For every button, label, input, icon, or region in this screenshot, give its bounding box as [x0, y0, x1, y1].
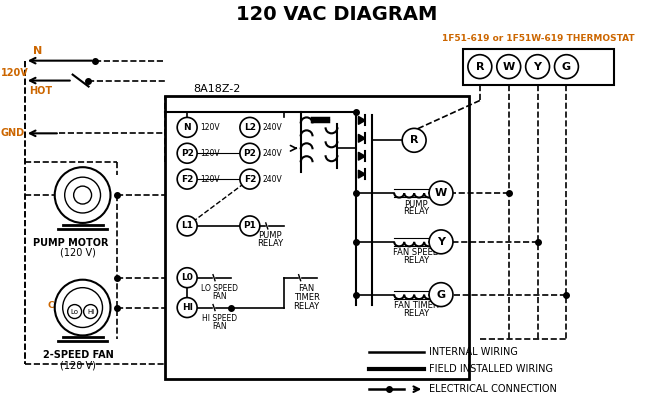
Circle shape	[177, 169, 197, 189]
Text: R: R	[476, 62, 484, 72]
Circle shape	[402, 128, 426, 152]
Text: Y: Y	[533, 62, 541, 72]
Text: N: N	[184, 123, 191, 132]
Text: TIMER: TIMER	[293, 293, 320, 302]
Circle shape	[177, 268, 197, 288]
Text: RELAY: RELAY	[403, 256, 429, 265]
Text: L0: L0	[181, 273, 193, 282]
Text: RELAY: RELAY	[403, 309, 429, 318]
Text: Y: Y	[437, 237, 445, 247]
Text: 120V: 120V	[200, 123, 220, 132]
Polygon shape	[358, 152, 365, 160]
Text: 8A18Z-2: 8A18Z-2	[194, 83, 241, 93]
Text: HOT: HOT	[29, 85, 52, 96]
Text: RELAY: RELAY	[257, 239, 283, 248]
Text: HI SPEED: HI SPEED	[202, 314, 238, 323]
Circle shape	[240, 117, 260, 137]
Circle shape	[496, 55, 521, 79]
Text: G: G	[436, 290, 446, 300]
Text: HI: HI	[182, 303, 193, 312]
Text: 120 VAC DIAGRAM: 120 VAC DIAGRAM	[236, 5, 437, 24]
Circle shape	[55, 167, 111, 223]
Polygon shape	[358, 116, 365, 124]
Text: N: N	[34, 46, 42, 56]
Text: FIELD INSTALLED WIRING: FIELD INSTALLED WIRING	[429, 364, 553, 374]
Text: INTERNAL WIRING: INTERNAL WIRING	[429, 347, 518, 357]
Circle shape	[429, 181, 453, 205]
Circle shape	[429, 230, 453, 254]
Circle shape	[177, 143, 197, 163]
Circle shape	[240, 143, 260, 163]
Circle shape	[63, 288, 103, 328]
Text: 120V: 120V	[1, 67, 29, 78]
Text: PUMP: PUMP	[404, 199, 428, 209]
Circle shape	[74, 186, 92, 204]
Text: RELAY: RELAY	[403, 207, 429, 217]
Circle shape	[65, 177, 100, 213]
Text: 240V: 240V	[263, 149, 283, 158]
Text: 240V: 240V	[263, 123, 283, 132]
Text: FAN SPEED: FAN SPEED	[393, 248, 440, 257]
Text: W: W	[435, 188, 447, 198]
Text: G: G	[562, 62, 571, 72]
Circle shape	[429, 283, 453, 307]
Text: FAN TIMER: FAN TIMER	[394, 301, 438, 310]
Text: 240V: 240V	[263, 175, 283, 184]
Text: 2-SPEED FAN: 2-SPEED FAN	[44, 350, 114, 360]
Circle shape	[84, 305, 98, 318]
Circle shape	[177, 117, 197, 137]
Text: FAN: FAN	[212, 292, 227, 301]
Bar	[165, 96, 469, 379]
Circle shape	[177, 216, 197, 236]
Text: GND: GND	[1, 128, 25, 138]
Circle shape	[240, 216, 260, 236]
Circle shape	[468, 55, 492, 79]
Text: LO SPEED: LO SPEED	[202, 284, 239, 293]
Text: COM: COM	[48, 301, 71, 310]
Polygon shape	[358, 134, 365, 142]
Text: P2: P2	[243, 149, 257, 158]
Text: 120V: 120V	[200, 175, 220, 184]
Text: FAN: FAN	[299, 284, 315, 293]
Text: F2: F2	[244, 175, 256, 184]
Circle shape	[526, 55, 549, 79]
Text: 120V: 120V	[200, 149, 220, 158]
Text: RELAY: RELAY	[293, 302, 320, 311]
Text: (120 V): (120 V)	[60, 248, 96, 258]
Text: L1: L1	[181, 221, 193, 230]
Circle shape	[68, 305, 82, 318]
Text: ELECTRICAL CONNECTION: ELECTRICAL CONNECTION	[429, 384, 557, 394]
Text: Lo: Lo	[70, 308, 78, 315]
Text: FAN: FAN	[212, 322, 227, 331]
Text: 1F51-619 or 1F51W-619 THERMOSTAT: 1F51-619 or 1F51W-619 THERMOSTAT	[442, 34, 635, 43]
Text: R: R	[410, 135, 418, 145]
Text: Hi: Hi	[87, 308, 94, 315]
Text: (120 V): (120 V)	[60, 360, 96, 370]
Text: W: W	[502, 62, 515, 72]
Text: F2: F2	[181, 175, 194, 184]
Text: PUMP MOTOR: PUMP MOTOR	[33, 238, 109, 248]
Circle shape	[177, 297, 197, 318]
Circle shape	[555, 55, 578, 79]
Polygon shape	[358, 170, 365, 178]
Text: P2: P2	[181, 149, 194, 158]
Bar	[463, 49, 614, 85]
Text: L2: L2	[244, 123, 256, 132]
Circle shape	[55, 280, 111, 336]
Text: PUMP: PUMP	[258, 231, 281, 241]
Circle shape	[240, 169, 260, 189]
Text: P1: P1	[243, 221, 257, 230]
